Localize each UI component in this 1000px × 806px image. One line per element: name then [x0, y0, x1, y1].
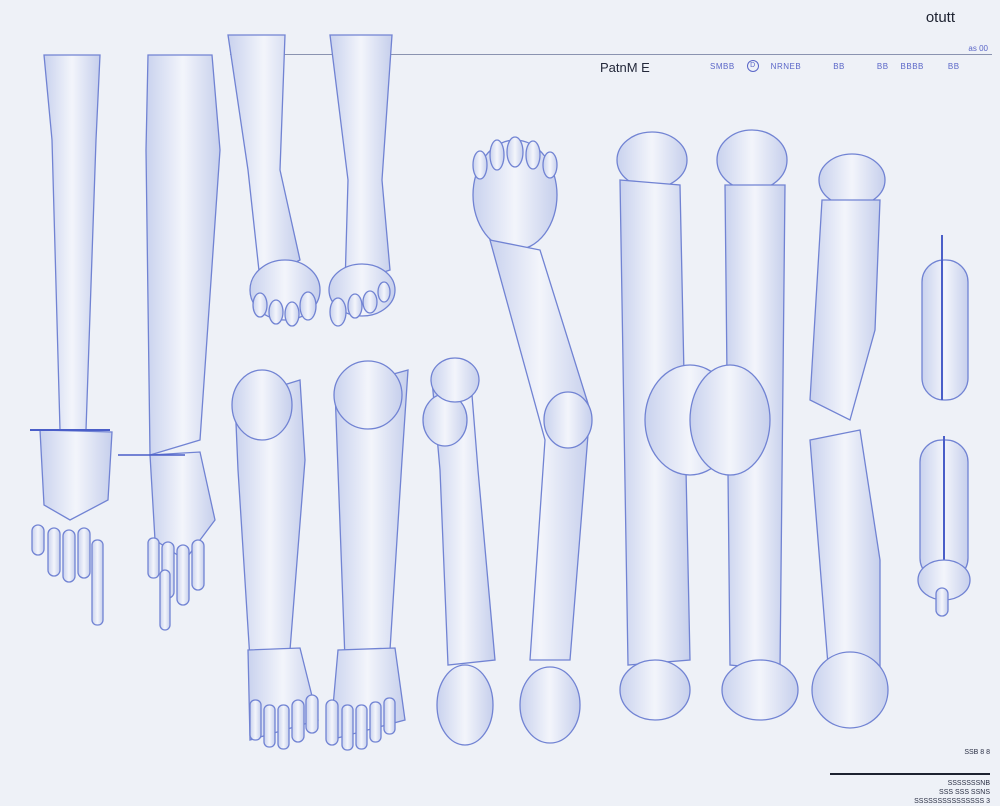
legend-top-line: SSB 8 8 — [964, 749, 990, 756]
corner-title: otutt — [925, 9, 955, 26]
tiny-mark: BB — [947, 61, 960, 71]
leg-drawing-pair-with-hands — [616, 129, 799, 721]
top-rule — [230, 54, 992, 55]
foot-drawing-top-left — [227, 34, 321, 327]
leg-drawing-bottom-left — [231, 369, 319, 750]
panel-label: PatnM E — [600, 60, 650, 75]
leg-drawing-bottom-right — [325, 360, 409, 751]
tiny-mark: BBBB — [900, 61, 924, 71]
tiny-mark: NRNEB — [770, 61, 802, 71]
legend-block: SSB 8 8 SSSSSSSNB SSS SSS SSNS SSSSSSSSS… — [830, 748, 990, 806]
foot-drawing-top-right — [328, 34, 396, 327]
leg-drawing-small-bottom — [917, 436, 971, 617]
leg-drawing-small-top — [921, 235, 969, 401]
tiny-mark: BB — [876, 61, 889, 71]
legend-line: SSSSSSSNB — [947, 780, 990, 787]
arm-drawing-left — [30, 54, 113, 626]
legend-line: SSS SSS SSNS — [939, 789, 990, 796]
tiny-mark: BB — [833, 61, 845, 71]
leg-drawing-crossed — [422, 136, 593, 746]
circle-mark-icon: D — [746, 60, 759, 72]
leg-drawing-column-right — [809, 153, 889, 729]
arm-drawing-right — [118, 54, 221, 631]
legend-rule — [830, 773, 990, 775]
legend-line: SSSSSSSSSSSSSSS 3 — [914, 798, 990, 805]
tiny-mark: SMBB — [710, 61, 735, 71]
tiny-marks-row: SMBB D NRNEB BB BB BBBB BB — [710, 60, 960, 72]
corner-mark: as 00 — [968, 44, 988, 53]
